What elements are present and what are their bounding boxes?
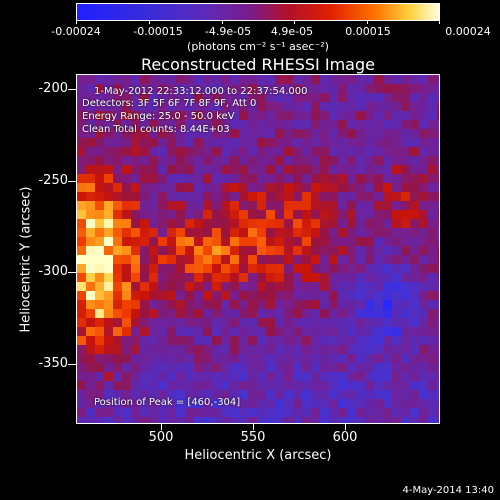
colorbar-tick-label: 0.00024 [445, 25, 491, 38]
x-axis-label: Heliocentric X (arcsec) [184, 448, 332, 463]
y-tick [68, 272, 76, 273]
x-tick-label: 500 [148, 430, 174, 445]
footer-timestamp: 4-May-2014 13:40 [402, 485, 494, 496]
y-tick [68, 181, 76, 182]
colorbar-tick-label: 4.9e-05 [270, 25, 314, 38]
colorbar-tick-label: 0.00015 [345, 25, 391, 38]
info-peak-position: Position of Peak = [460,-304] [94, 397, 241, 408]
info-energy: Energy Range: 25.0 - 50.0 keV [82, 111, 235, 122]
colorbar-tick-label: -0.00015 [133, 25, 183, 38]
heatmap-image [77, 75, 439, 423]
y-tick-label: -200 [38, 81, 68, 96]
y-axis-label: Heliocentric Y (arcsec) [18, 186, 34, 333]
y-tick-label: -250 [38, 173, 68, 188]
colorbar-tick-label: -4.9e-05 [204, 25, 252, 38]
image-title: Reconstructed RHESSI Image [141, 55, 375, 74]
colorbar-tick-label: -0.00024 [51, 25, 101, 38]
colorbar [76, 3, 440, 21]
x-tick-label: 600 [332, 430, 358, 445]
y-tick-label: -300 [38, 264, 68, 279]
y-tick-label: -350 [38, 356, 68, 371]
y-tick [68, 364, 76, 365]
info-clean: Clean Total counts: 8.44E+03 [82, 124, 230, 135]
x-tick-label: 550 [240, 430, 266, 445]
y-tick [68, 89, 76, 90]
info-detectors: Detectors: 3F 5F 6F 7F 8F 9F, Att 0 [82, 98, 257, 109]
x-tick [253, 424, 254, 430]
x-tick [345, 424, 346, 430]
colorbar-units: (photons cm⁻² s⁻¹ asec⁻²) [187, 40, 329, 53]
image-plot [76, 74, 440, 424]
x-tick [161, 424, 162, 430]
info-time-range: 1-May-2012 22:33:12.000 to 22:37:54.000 [94, 86, 308, 97]
